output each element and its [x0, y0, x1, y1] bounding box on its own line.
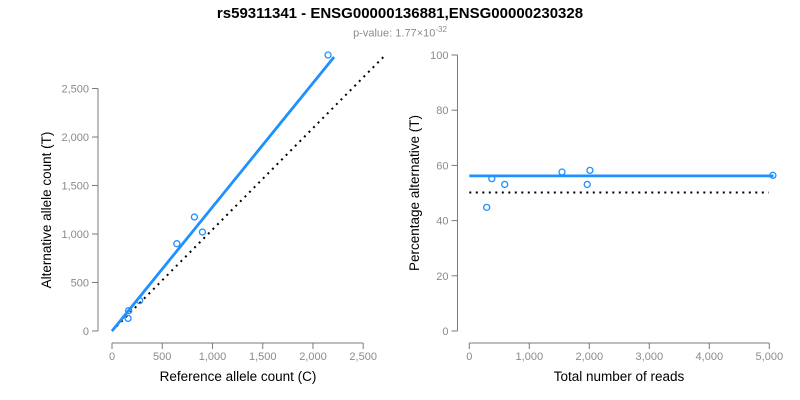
- p-value-exponent: -32: [435, 25, 447, 34]
- left-x-tick-label: 1,500: [249, 351, 277, 363]
- left-y-axis-label: Alternative allele count (T): [39, 131, 54, 289]
- right-x-tick-label: 2,000: [576, 351, 604, 363]
- left-x-tick-label: 2,000: [299, 351, 327, 363]
- left-y-tick-label: 2,000: [61, 132, 89, 144]
- right-data-point: [583, 180, 591, 189]
- right-data-point: [501, 180, 509, 189]
- right-y-tick-label: 20: [436, 271, 448, 283]
- right-data-point: [586, 166, 594, 175]
- right-data-point: [483, 203, 491, 212]
- left-data-point: [324, 51, 332, 59]
- right-x-tick-label: 1,000: [516, 351, 544, 363]
- p-value-times-ten: ×10: [416, 27, 436, 40]
- left-data-point: [135, 296, 144, 305]
- left-y-tick-label: 500: [71, 278, 89, 290]
- right-x-axis-label: Total number of reads: [553, 369, 685, 384]
- right-x-tick-label: 5,000: [756, 351, 784, 363]
- left-x-tick-label: 2,500: [349, 351, 377, 363]
- figure-subtitle: p-value: 1.77×10-32: [0, 25, 800, 40]
- left-x-tick-label: 500: [153, 351, 171, 363]
- figure-title: rs59311341 - ENSG00000136881,ENSG0000023…: [216, 5, 584, 22]
- p-value-mantissa: 1.77: [395, 27, 417, 40]
- left-data-point: [124, 314, 132, 323]
- right-y-tick-label: 0: [442, 326, 448, 338]
- right-x-tick-label: 4,000: [696, 351, 724, 363]
- right-data-point: [769, 171, 777, 179]
- left-y-tick-label: 1,000: [61, 229, 89, 241]
- left-data-point: [190, 213, 199, 221]
- left-x-axis-label: Reference allele count (C): [159, 369, 317, 384]
- right-x-tick-label: 0: [466, 351, 472, 363]
- left-y-tick-label: 2,500: [61, 84, 89, 96]
- p-value-prefix: p-value:: [353, 27, 396, 40]
- left-data-point: [173, 240, 181, 248]
- identity-line: [111, 53, 388, 332]
- right-y-axis-label: Percentage alternative (T): [407, 114, 422, 272]
- right-x-tick-label: 3,000: [636, 351, 664, 363]
- right-data-point: [558, 168, 566, 176]
- left-data-point: [198, 228, 207, 236]
- left-data-point: [124, 306, 133, 315]
- left-y-tick-label: 1,500: [61, 181, 89, 193]
- left-y-tick-label: 0: [83, 326, 89, 338]
- right-y-tick-label: 60: [436, 160, 448, 172]
- right-y-tick-label: 100: [430, 50, 448, 62]
- left-x-tick-label: 1,000: [199, 351, 227, 363]
- right-data-point: [488, 174, 496, 183]
- right-y-tick-label: 40: [436, 216, 448, 228]
- left-x-tick-label: 0: [109, 351, 115, 363]
- right-y-tick-label: 80: [436, 105, 448, 117]
- regression-line: [110, 56, 336, 332]
